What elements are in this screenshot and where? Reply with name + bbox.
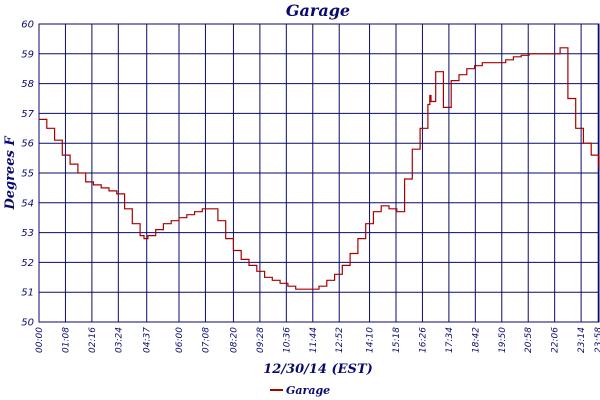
x-tick-label: 01:08 xyxy=(61,327,71,353)
y-tick-label: 51 xyxy=(21,288,34,299)
x-tick-label: 04:37 xyxy=(143,327,153,353)
y-tick-label: 56 xyxy=(21,139,34,150)
y-tick-label: 53 xyxy=(21,228,34,239)
y-tick-label: 52 xyxy=(21,258,34,269)
x-tick-label: 23:58 xyxy=(594,327,600,353)
x-tick-label: 00:00 xyxy=(35,327,45,353)
legend: Garage xyxy=(270,384,330,397)
x-tick-label: 23:14 xyxy=(577,327,587,353)
x-tick-label: 19:50 xyxy=(498,327,508,353)
x-axis-ticks: 00:00 01:08 02:16 03:24 04:37 06:00 07:08 08:20… xyxy=(35,327,600,353)
x-tick-label: 22:06 xyxy=(551,327,561,353)
x-tick-label: 15:18 xyxy=(392,327,402,353)
y-tick-label: 59 xyxy=(21,49,34,60)
y-axis-label: Degrees F xyxy=(3,136,18,211)
legend-label: Garage xyxy=(286,384,330,397)
x-tick-label: 12:52 xyxy=(335,327,345,353)
y-tick-label: 50 xyxy=(21,318,34,329)
series-line-garage xyxy=(39,47,600,290)
chart-grid xyxy=(38,23,600,323)
x-tick-label: 11:44 xyxy=(309,327,319,353)
y-tick-label: 54 xyxy=(21,198,34,209)
x-tick-label: 10:36 xyxy=(282,327,292,353)
x-tick-label: 06:00 xyxy=(175,327,185,353)
x-tick-label: 09:28 xyxy=(256,327,266,353)
x-tick-label: 02:16 xyxy=(88,327,98,353)
x-tick-label: 20:58 xyxy=(524,327,534,353)
x-tick-label: 14:10 xyxy=(366,327,376,353)
x-tick-label: 16:26 xyxy=(418,327,428,353)
y-tick-label: 60 xyxy=(21,20,34,31)
x-tick-label: 17:34 xyxy=(445,327,455,353)
x-tick-label: 03:24 xyxy=(114,327,124,353)
y-tick-label: 58 xyxy=(21,79,34,90)
x-tick-label: 07:08 xyxy=(201,327,211,353)
y-axis-ticks: 50 51 52 53 54 55 56 57 58 59 60 xyxy=(21,20,34,329)
x-axis-label: 12/30/14 (EST) xyxy=(263,362,373,377)
x-tick-label: 18:42 xyxy=(471,327,481,353)
y-tick-label: 55 xyxy=(21,169,34,180)
chart-title: Garage xyxy=(286,1,350,20)
y-tick-label: 57 xyxy=(21,109,34,120)
x-tick-label: 08:20 xyxy=(229,327,239,353)
